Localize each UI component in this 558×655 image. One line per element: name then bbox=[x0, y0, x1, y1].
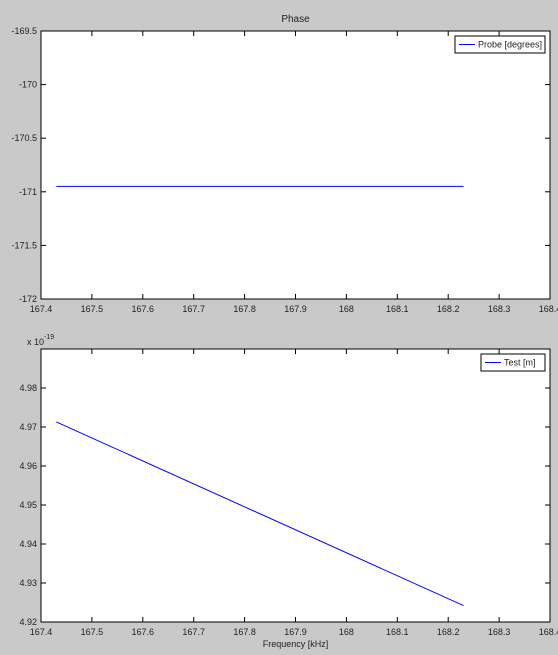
bottom-x-tick-label: 167.4 bbox=[30, 627, 53, 637]
bottom-x-tick-label: 167.5 bbox=[81, 627, 104, 637]
top-y-tick-label: -169.5 bbox=[11, 26, 37, 36]
bottom-x-tick-label: 167.8 bbox=[233, 627, 256, 637]
bottom-legend: Test [m] bbox=[480, 353, 546, 372]
bottom-plot-area bbox=[40, 348, 551, 623]
bottom-y-tick-label: 4.92 bbox=[19, 617, 37, 627]
bottom-x-tick-label: 168 bbox=[339, 627, 354, 637]
bottom-y-tick-label: 4.94 bbox=[19, 539, 37, 549]
top-axes: 167.4 167.5 167.6 167.7 167.8 167.9 168 168.1 16… bbox=[11, 14, 558, 314]
bottom-series-line bbox=[56, 421, 464, 607]
top-y-tick-label: -172 bbox=[19, 294, 37, 304]
bottom-y-tick-label: 4.96 bbox=[19, 461, 37, 471]
bottom-y-tick-label: 4.98 bbox=[19, 383, 37, 393]
top-x-tick-label: 167.5 bbox=[81, 304, 104, 314]
top-legend-box bbox=[454, 35, 546, 54]
top-x-tick-label: 168.3 bbox=[488, 304, 511, 314]
bottom-x-axis-label: Frequency [kHz] bbox=[263, 639, 329, 649]
top-x-tick-label: 168 bbox=[339, 304, 354, 314]
bottom-x-tick-label: 167.9 bbox=[284, 627, 307, 637]
top-y-tick-label: -170 bbox=[19, 80, 37, 90]
top-plot-area bbox=[40, 30, 551, 300]
bottom-x-tick-label: 167.6 bbox=[132, 627, 155, 637]
top-chart-title: Phase bbox=[281, 14, 310, 25]
bottom-legend-label: Test [m] bbox=[504, 358, 536, 368]
bottom-y-tick-label: 4.97 bbox=[19, 422, 37, 432]
top-x-tick-label: 168.1 bbox=[386, 304, 409, 314]
bottom-x-tick-label: 168.1 bbox=[386, 627, 409, 637]
top-x-tick-label: 167.8 bbox=[233, 304, 256, 314]
bottom-x-tick-label: 168.3 bbox=[488, 627, 511, 637]
bottom-axes: 167.4 167.5 167.6 167.7 167.8 167.9 168 168.1 16… bbox=[19, 334, 558, 649]
top-x-tick-label: 167.7 bbox=[182, 304, 205, 314]
bottom-y-tick-label: 4.95 bbox=[19, 500, 37, 510]
bottom-x-tick-label: 167.7 bbox=[182, 627, 205, 637]
top-legend: Probe [degrees] bbox=[454, 35, 546, 54]
top-x-tick-label: 168.2 bbox=[437, 304, 460, 314]
top-x-tick-label: 168.4 bbox=[539, 304, 558, 314]
bottom-y-tick-label: 4.93 bbox=[19, 578, 37, 588]
bottom-exponent-label: x 10-19 bbox=[27, 334, 54, 347]
bottom-x-tick-label: 168.2 bbox=[437, 627, 460, 637]
bottom-exponent-power: -19 bbox=[44, 334, 54, 341]
top-x-tick-label: 167.9 bbox=[284, 304, 307, 314]
top-y-tick-label: -171.5 bbox=[11, 240, 37, 250]
bottom-exponent-base: x 10 bbox=[27, 337, 44, 347]
top-y-tick-label: -170.5 bbox=[11, 133, 37, 143]
top-y-tick-label: -171 bbox=[19, 187, 37, 197]
top-x-tick-label: 167.6 bbox=[132, 304, 155, 314]
bottom-x-tick-label: 168.4 bbox=[539, 627, 558, 637]
top-legend-label: Probe [degrees] bbox=[478, 40, 542, 50]
bottom-legend-box bbox=[480, 353, 546, 372]
top-x-tick-label: 167.4 bbox=[30, 304, 53, 314]
